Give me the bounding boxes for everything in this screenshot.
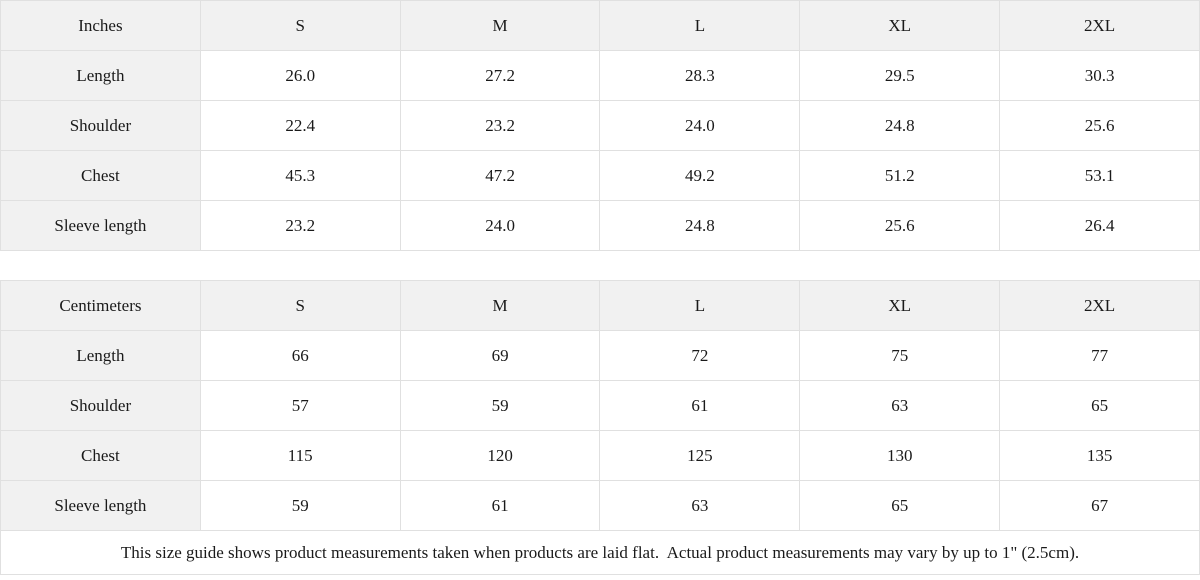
measurement-value: 47.2 <box>399 150 601 201</box>
measurement-value: 63 <box>599 480 801 531</box>
size-column-header: 2XL <box>999 280 1200 331</box>
measurement-value: 24.0 <box>399 200 601 251</box>
table-header-row: Inches S M L XL 2XL <box>0 0 1200 51</box>
size-column-header: L <box>599 280 801 331</box>
measurement-value: 59 <box>399 380 601 431</box>
measurement-label: Shoulder <box>0 380 201 431</box>
measurement-value: 59 <box>199 480 401 531</box>
size-column-header: M <box>399 280 601 331</box>
measurement-value: 63 <box>799 380 1001 431</box>
measurement-value: 75 <box>799 330 1001 381</box>
measurement-value: 51.2 <box>799 150 1001 201</box>
size-column-header: S <box>199 0 401 51</box>
measurement-value: 24.0 <box>599 100 801 151</box>
measurement-value: 69 <box>399 330 601 381</box>
measurement-value: 24.8 <box>799 100 1001 151</box>
measurement-value: 23.2 <box>399 100 601 151</box>
measurement-label: Sleeve length <box>0 480 201 531</box>
measurement-label: Length <box>0 330 201 381</box>
measurement-value: 72 <box>599 330 801 381</box>
size-column-header: XL <box>799 0 1001 51</box>
centimeters-table: Centimeters S M L XL 2XL Length 66 69 72… <box>0 280 1200 575</box>
measurement-value: 120 <box>399 430 601 481</box>
table-row: Sleeve length 59 61 63 65 67 <box>0 480 1200 531</box>
measurement-value: 27.2 <box>399 50 601 101</box>
measurement-value: 65 <box>999 380 1200 431</box>
unit-label: Centimeters <box>0 280 201 331</box>
measurement-value: 57 <box>199 380 401 431</box>
size-column-header: XL <box>799 280 1001 331</box>
size-column-header: 2XL <box>999 0 1200 51</box>
size-column-header: S <box>199 280 401 331</box>
table-row: Shoulder 57 59 61 63 65 <box>0 380 1200 431</box>
unit-label: Inches <box>0 0 201 51</box>
table-row: Chest 45.3 47.2 49.2 51.2 53.1 <box>0 150 1200 201</box>
size-column-header: L <box>599 0 801 51</box>
measurement-value: 49.2 <box>599 150 801 201</box>
measurement-value: 30.3 <box>999 50 1200 101</box>
measurement-value: 67 <box>999 480 1200 531</box>
table-row: Sleeve length 23.2 24.0 24.8 25.6 26.4 <box>0 200 1200 251</box>
measurement-value: 125 <box>599 430 801 481</box>
measurement-value: 25.6 <box>799 200 1001 251</box>
size-column-header: M <box>399 0 601 51</box>
measurement-value: 115 <box>199 430 401 481</box>
table-row: Length 66 69 72 75 77 <box>0 330 1200 381</box>
note-row: This size guide shows product measuremen… <box>0 530 1200 575</box>
table-header-row: Centimeters S M L XL 2XL <box>0 280 1200 331</box>
measurement-value: 25.6 <box>999 100 1200 151</box>
measurement-value: 29.5 <box>799 50 1001 101</box>
measurement-label: Chest <box>0 430 201 481</box>
measurement-value: 23.2 <box>199 200 401 251</box>
table-row: Length 26.0 27.2 28.3 29.5 30.3 <box>0 50 1200 101</box>
measurement-value: 28.3 <box>599 50 801 101</box>
measurement-value: 130 <box>799 430 1001 481</box>
measurement-value: 45.3 <box>199 150 401 201</box>
measurement-label: Sleeve length <box>0 200 201 251</box>
measurement-value: 22.4 <box>199 100 401 151</box>
measurement-value: 135 <box>999 430 1200 481</box>
size-guide-note: This size guide shows product measuremen… <box>0 530 1200 575</box>
measurement-label: Shoulder <box>0 100 201 151</box>
measurement-label: Chest <box>0 150 201 201</box>
measurement-value: 53.1 <box>999 150 1200 201</box>
measurement-value: 66 <box>199 330 401 381</box>
measurement-value: 26.4 <box>999 200 1200 251</box>
measurement-label: Length <box>0 50 201 101</box>
measurement-value: 61 <box>399 480 601 531</box>
measurement-value: 24.8 <box>599 200 801 251</box>
table-spacer <box>0 251 1200 280</box>
inches-table: Inches S M L XL 2XL Length 26.0 27.2 28.… <box>0 0 1200 251</box>
table-row: Shoulder 22.4 23.2 24.0 24.8 25.6 <box>0 100 1200 151</box>
measurement-value: 26.0 <box>199 50 401 101</box>
measurement-value: 65 <box>799 480 1001 531</box>
measurement-value: 61 <box>599 380 801 431</box>
table-row: Chest 115 120 125 130 135 <box>0 430 1200 481</box>
measurement-value: 77 <box>999 330 1200 381</box>
